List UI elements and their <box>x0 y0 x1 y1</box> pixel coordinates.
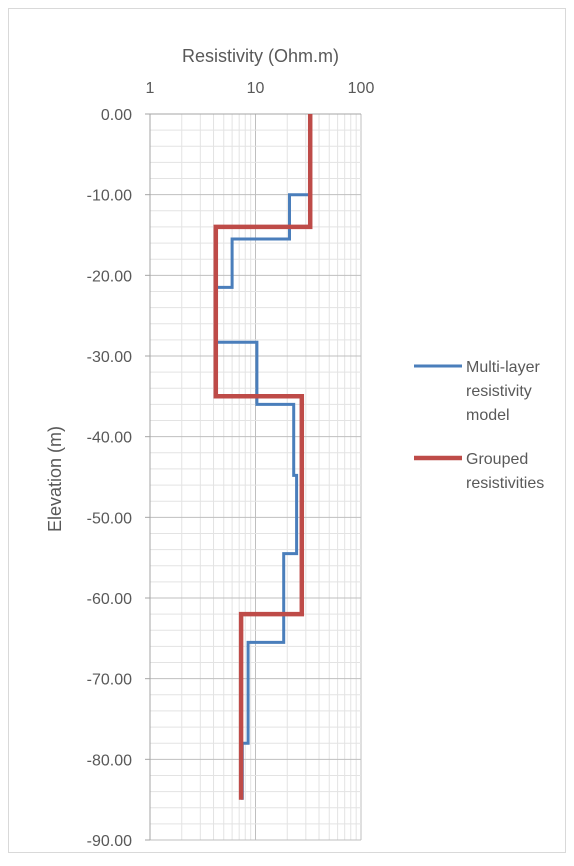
y-tick-label: -70.00 <box>87 672 132 689</box>
label-layer: 1 10 100 0.00 -10.00 -20.00 -30.00 -40.00 -50.00… <box>45 46 374 850</box>
series-layer <box>213 114 313 800</box>
legend: Multi-layer resistivity model Grouped resist… <box>414 359 544 492</box>
axis-layer <box>145 113 361 841</box>
legend-label-line: resistivity <box>466 383 532 400</box>
y-axis-title: Elevation (m) <box>45 426 65 532</box>
series-multi-layer-line <box>214 114 312 800</box>
y-tick-label: -60.00 <box>87 591 132 608</box>
series-grouped-line <box>213 114 313 800</box>
y-tick-label: -40.00 <box>87 430 132 447</box>
legend-label: Grouped resistivities <box>466 451 544 492</box>
legend-label-line: Multi-layer <box>466 359 540 376</box>
x-tick-label: 100 <box>348 80 375 97</box>
legend-label-line: Grouped <box>466 451 528 468</box>
y-tick-label: 0.00 <box>101 107 132 124</box>
legend-label-line: resistivities <box>466 475 544 492</box>
legend-label-line: model <box>466 407 510 424</box>
x-tick-label: 1 <box>146 80 155 97</box>
y-tick-label: -80.00 <box>87 752 132 769</box>
x-axis-title: Resistivity (Ohm.m) <box>182 46 339 66</box>
y-tick-label: -10.00 <box>87 188 132 205</box>
legend-label: Multi-layer resistivity model <box>466 359 540 424</box>
y-tick-label: -90.00 <box>87 833 132 850</box>
grid-layer <box>149 113 362 841</box>
y-tick-label: -50.00 <box>87 510 132 527</box>
y-tick-label: -20.00 <box>87 268 132 285</box>
x-tick-label: 10 <box>247 80 265 97</box>
y-tick-label: -30.00 <box>87 349 132 366</box>
